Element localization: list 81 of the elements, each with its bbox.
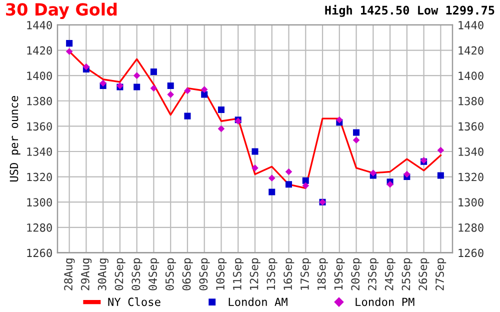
point <box>150 84 158 92</box>
point <box>150 68 157 76</box>
point <box>286 181 292 188</box>
y-axis-title: USD per ounce <box>10 96 20 182</box>
point <box>302 177 309 184</box>
point <box>133 72 140 79</box>
y-tick-label: 1340 <box>27 148 52 156</box>
y2-tick-label: 1360 <box>458 122 484 131</box>
y-tick-label: 1300 <box>27 198 52 207</box>
point <box>167 82 174 89</box>
y-tick-label: 1400 <box>27 72 52 80</box>
x-tick-label: 17Sep <box>300 258 312 290</box>
point <box>268 188 276 196</box>
point <box>134 84 140 90</box>
point <box>82 63 90 70</box>
y-tick-label: 1440 <box>27 20 52 30</box>
legend-label: London AM <box>228 297 288 306</box>
x-tick-label: 23Sep <box>368 258 379 290</box>
point <box>285 168 292 176</box>
point <box>437 172 444 179</box>
x-tick-label: 02Sep <box>114 258 126 290</box>
point <box>370 170 377 176</box>
x-tick-label: 19Sep <box>334 258 345 290</box>
y2-tick-label: 1420 <box>458 46 484 55</box>
y2-tick-label: 1260 <box>458 248 484 258</box>
point <box>302 182 310 190</box>
x-tick-label: 18Sep <box>317 258 328 290</box>
point <box>336 116 343 124</box>
y-tick-label: 1360 <box>27 122 52 131</box>
y-tick-label: 1380 <box>27 96 52 106</box>
x-tick-label: 16Sep <box>284 258 294 290</box>
x-tick-label: 09Sep <box>199 258 210 290</box>
x-tick-label: 30Aug <box>98 258 108 290</box>
x-tick-label: 10Sep <box>216 258 227 290</box>
y2-tick-label: 1380 <box>458 96 484 106</box>
point <box>353 129 360 136</box>
x-tick-label: 05Sep <box>165 258 176 290</box>
x-tick-label: 25Sep <box>402 258 412 290</box>
point <box>218 125 225 132</box>
y2-tick-label: 1300 <box>458 198 484 207</box>
x-tick-label: 04Sep <box>148 258 160 290</box>
y2-tick-label: 1340 <box>458 148 484 156</box>
legend-label: NY Close <box>108 297 160 306</box>
point <box>352 136 360 144</box>
point <box>404 170 410 178</box>
y-tick-label: 1260 <box>27 248 52 258</box>
point <box>200 86 208 93</box>
x-tick-label: 28Aug <box>64 258 75 290</box>
point <box>437 146 444 154</box>
x-tick-label: 03Sep <box>132 258 142 290</box>
x-tick-label: 13Sep <box>266 258 278 290</box>
y-tick-label: 1420 <box>27 46 52 55</box>
y2-tick-label: 1400 <box>458 72 484 80</box>
x-tick-label: 29Aug <box>80 258 92 290</box>
point <box>218 106 224 113</box>
point <box>184 112 191 120</box>
x-tick-label: 06Sep <box>182 258 193 290</box>
point <box>184 87 191 94</box>
point <box>66 48 73 55</box>
y2-tick-label: 1320 <box>458 172 484 182</box>
point <box>268 174 276 182</box>
x-tick-label: 26Sep <box>418 258 430 290</box>
point <box>252 164 258 172</box>
y2-tick-label: 1280 <box>458 223 484 232</box>
x-tick-label: 24Sep <box>384 258 396 290</box>
point <box>167 91 174 98</box>
y-tick-label: 1320 <box>27 172 52 182</box>
point <box>201 91 208 98</box>
chart-subtitle: High 1425.50 Low 1299.75 <box>325 4 494 17</box>
x-tick-label: 27Sep <box>436 258 446 290</box>
x-tick-label: 12Sep <box>250 258 260 290</box>
point <box>386 180 394 188</box>
chart-title: 30 Day Gold <box>6 2 117 20</box>
point <box>100 80 106 87</box>
y-tick-label: 1280 <box>27 223 52 232</box>
point <box>252 148 258 155</box>
x-tick-label: 20Sep <box>351 258 362 290</box>
y2-tick-label: 1440 <box>458 20 484 30</box>
x-tick-label: 11Sep <box>232 258 244 290</box>
legend-label: London PM <box>356 297 414 306</box>
point <box>66 40 73 47</box>
